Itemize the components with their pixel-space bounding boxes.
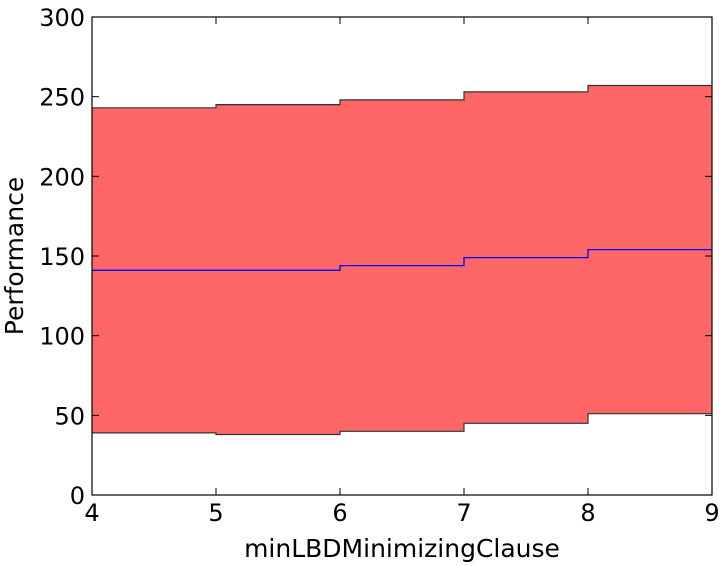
upper-bound-line bbox=[92, 84, 712, 109]
x-tick-label: 8 bbox=[580, 499, 595, 527]
x-axis-label: minLBDMinimizingClause bbox=[244, 534, 560, 563]
x-tick-label: 4 bbox=[84, 499, 99, 527]
y-tick-label: 200 bbox=[39, 163, 85, 191]
line-layer bbox=[92, 248, 712, 271]
y-tick-label: 100 bbox=[39, 323, 85, 351]
range-band bbox=[92, 85, 712, 435]
x-tick-label: 9 bbox=[704, 499, 719, 527]
y-tick-label: 300 bbox=[39, 4, 85, 32]
lower-bound-line bbox=[92, 413, 712, 436]
x-tick-label: 7 bbox=[456, 499, 471, 527]
y-tick-label: 250 bbox=[39, 84, 85, 112]
mean-line bbox=[92, 248, 712, 271]
y-tick-label: 0 bbox=[70, 482, 85, 510]
x-tick-label: 6 bbox=[332, 499, 347, 527]
y-tick-label: 150 bbox=[39, 243, 85, 271]
band-layer bbox=[92, 84, 712, 436]
y-tick-label: 50 bbox=[54, 402, 85, 430]
tick-layer: 4 5 6 7 8 9 0 50 100 150 200 250 300 bbox=[39, 4, 719, 527]
y-axis-label: Performance bbox=[0, 177, 29, 335]
x-tick-label: 5 bbox=[208, 499, 223, 527]
